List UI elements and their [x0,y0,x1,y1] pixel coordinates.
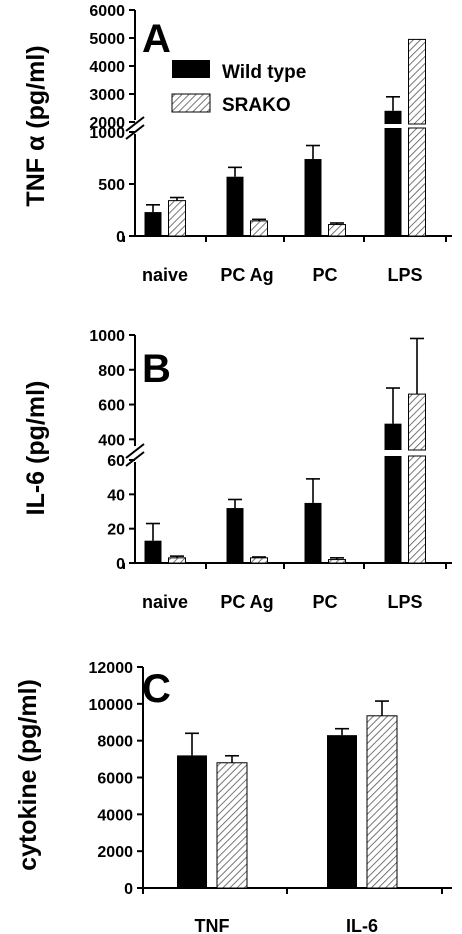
axis-break-mark-lower [125,116,145,132]
bar-srako-pc-ag [250,557,268,564]
panel-c-bars [177,700,398,889]
y-tick-label: 60 [107,453,125,470]
category-label-naive: naive [142,265,188,285]
panel-c-letter: C [142,667,171,711]
y-tick-label: 0 [124,881,133,898]
y-tick-label: 20 [107,522,125,539]
bar-srako-pc [328,224,346,237]
y-tick-label: 2000 [97,844,133,861]
bar-wild-type-tnf [177,755,207,888]
category-label-pc: PC [312,265,337,285]
bar-srako-il-6 [366,715,398,889]
category-label-naive: naive [142,592,188,612]
panel-b: B 0 20 40 60 400 600 800 1000 naive PC Ag PC LPS I… [22,328,452,612]
bar-wild-type-naive [144,212,162,236]
bar-srako-lps [408,393,426,451]
bar-wild-type-pc-ag [226,508,244,563]
axis-break-mark-lower [125,443,145,459]
panel-b-letter: B [142,347,171,391]
bar-wild-type-pc [304,159,322,236]
bar-srako-pc [328,559,346,564]
y-tick-label: 0 [116,556,125,573]
panel-a-bars [144,38,426,237]
y-tick-label: 500 [98,177,125,194]
panel-c: C 0 2000 4000 6000 8000 10000 12000 TNF IL-6 cy… [14,660,452,934]
category-label-pc-ag: PC Ag [220,265,273,285]
bar-wild-type-il-6 [327,735,357,888]
bar-srako-naive [168,200,186,237]
panel-c-categories: TNF IL-6 [195,916,379,934]
panel-b-axis [123,335,452,569]
bar-wild-type-pc [304,502,322,563]
bar-wild-type-pc-ag [226,176,244,236]
bar-srako-lps-lower [408,455,426,564]
legend-label-wild-type: Wild type [222,62,306,83]
y-tick-label: 4000 [89,59,125,76]
bar-wild-type-lps [384,110,402,124]
y-tick-label: 12000 [89,660,134,677]
y-tick-label: 6000 [97,771,133,788]
y-tick-label: 1000 [89,125,125,142]
y-tick-label: 6000 [89,3,125,20]
y-tick-label: 2000 [89,115,125,132]
y-tick-label: 8000 [97,734,133,751]
y-tick-label: 40 [107,487,125,504]
legend-label-srako: SRAKO [222,95,291,116]
y-tick-label: 0 [116,229,125,246]
panel-c-y-axis-label: cytokine (pg/ml) [14,679,42,871]
panel-a-legend: Wild type SRAKO [171,60,306,116]
bar-srako-lps [408,38,426,125]
panel-b-ticks: 0 20 40 60 400 600 800 1000 [89,328,135,573]
bar-srako-tnf [216,762,248,889]
panel-a-letter: A [142,17,171,61]
panel-a-categories: naive PC Ag PC LPS [142,265,423,285]
category-label-il-6: IL-6 [346,916,378,934]
y-tick-label: 10000 [89,697,134,714]
panel-c-ticks: 0 2000 4000 6000 8000 10000 12000 [89,660,143,898]
y-tick-label: 400 [98,432,125,449]
bar-wild-type-lps-lower [384,456,402,563]
panel-a-y-axis-label: TNF α (pg/ml) [22,45,50,206]
category-label-tnf: TNF [195,916,230,934]
bar-srako-naive [168,557,186,564]
y-tick-label: 1000 [89,328,125,345]
panel-b-y-axis-label: IL-6 (pg/ml) [22,381,50,516]
bar-wild-type-naive [144,540,162,563]
y-tick-label: 4000 [97,807,133,824]
bar-wild-type-lps [384,423,402,450]
panel-b-categories: naive PC Ag PC LPS [142,592,423,612]
y-tick-label: 5000 [89,31,125,48]
y-tick-label: 3000 [89,87,125,104]
bar-srako-lps-lower [408,127,426,237]
y-tick-label: 800 [98,363,125,380]
legend-swatch-srako [171,93,211,113]
category-label-lps: LPS [387,265,422,285]
category-label-lps: LPS [387,592,422,612]
category-label-pc: PC [312,592,337,612]
y-tick-label: 600 [98,398,125,415]
panel-b-bars [144,337,426,564]
category-label-pc-ag: PC Ag [220,592,273,612]
bar-wild-type-lps-lower [384,128,402,236]
bar-srako-pc-ag [250,220,268,237]
legend-swatch-wild-type [172,60,210,78]
